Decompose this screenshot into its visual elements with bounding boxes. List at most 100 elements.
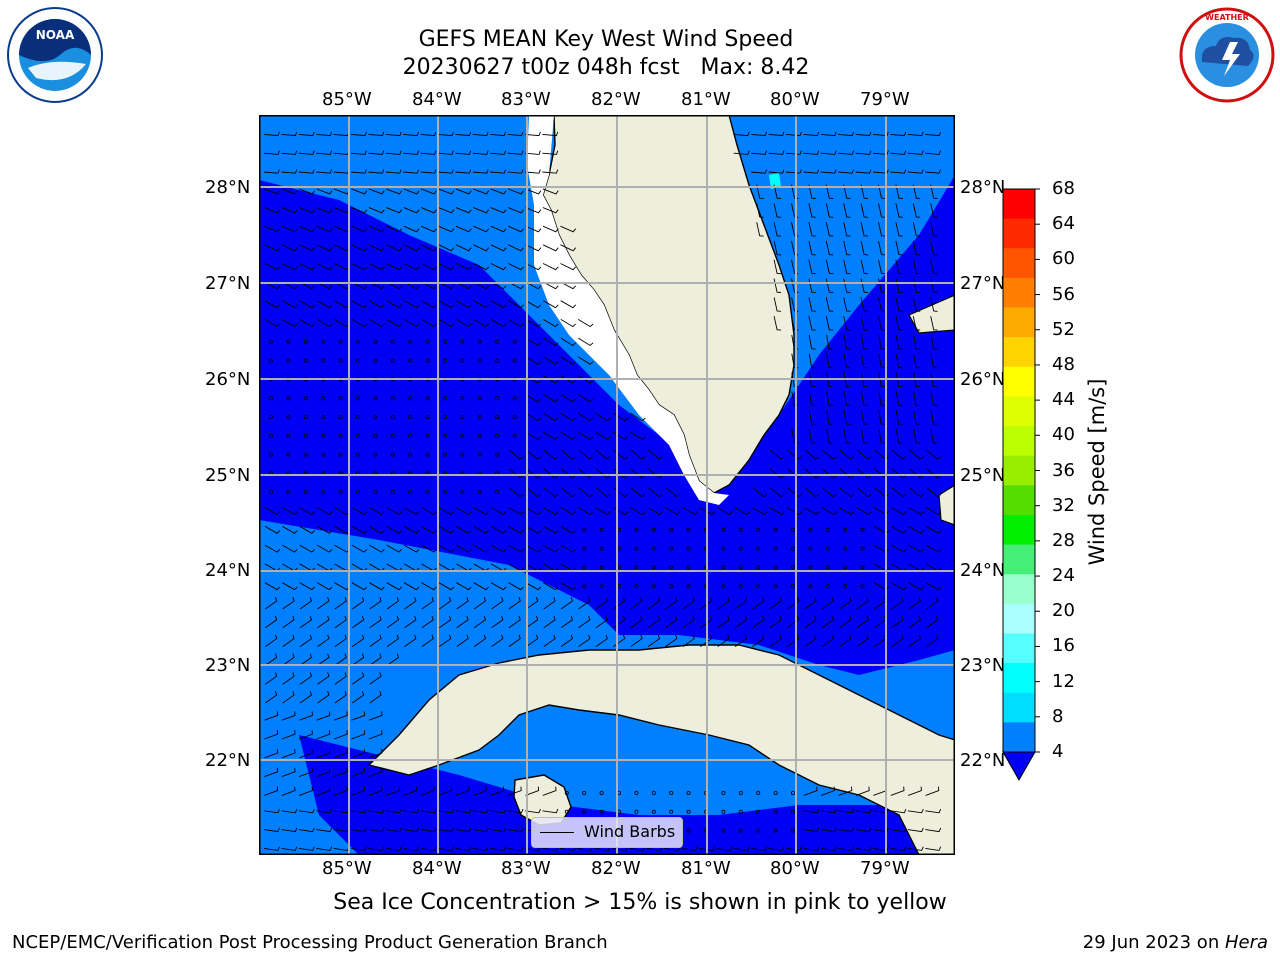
colorbar-tick-label: 4: [1052, 741, 1064, 762]
wind-barb: [925, 808, 942, 814]
wind-barb: [699, 507, 716, 516]
wind-barb: [895, 184, 903, 199]
wind-barb: [420, 131, 437, 137]
wind-barb: [825, 184, 834, 199]
wind-barb: [808, 410, 816, 425]
wind-barb: [925, 507, 942, 516]
wind-barb: [299, 507, 316, 516]
colorbar-label: Wind Speed [m/s]: [1085, 378, 1109, 566]
wind-barb: [317, 691, 330, 704]
wind-barb: [368, 808, 385, 814]
wind-barb: [281, 169, 298, 174]
wind-barb-calm: [477, 490, 482, 495]
wind-band-cyan: [769, 173, 781, 189]
wind-barb-calm: [425, 414, 430, 419]
wind-barb: [821, 507, 838, 516]
wind-barb: [791, 240, 799, 256]
wind-barb: [912, 184, 921, 199]
wind-barb: [316, 786, 331, 796]
wind-barb: [472, 150, 489, 155]
wind-barb-calm: [686, 791, 691, 796]
wind-barb: [787, 487, 802, 498]
colorbar-segment: [1003, 248, 1035, 279]
wind-barb: [281, 207, 298, 214]
wind-barb: [264, 582, 281, 591]
wind-barb-calm: [825, 527, 830, 532]
wind-barb-calm: [408, 396, 413, 401]
wind-barb: [508, 263, 524, 271]
wind-barb: [665, 615, 678, 629]
wind-barb: [299, 786, 313, 796]
wind-barb-calm: [495, 396, 500, 401]
wind-barb: [490, 244, 507, 252]
wind-barb: [403, 169, 420, 174]
wind-barb: [351, 730, 366, 740]
wind-barb: [508, 507, 524, 516]
wind-barb: [838, 169, 855, 174]
wind-barb-calm: [460, 396, 465, 401]
lon-label-top: 80°W: [770, 89, 820, 110]
wind-barb: [773, 222, 782, 237]
wind-barb: [351, 207, 368, 214]
wind-barb-calm: [303, 358, 308, 363]
wind-barb: [808, 316, 816, 331]
wind-barb: [264, 711, 279, 721]
wind-barb: [839, 468, 855, 479]
wind-barb: [820, 808, 837, 814]
wind-barb: [299, 319, 316, 328]
wind-barb-calm: [791, 546, 796, 551]
wind-barb: [386, 319, 403, 328]
wind-barb: [891, 634, 904, 647]
colorbar-extend-arrow: [1002, 751, 1036, 782]
wind-barb: [299, 653, 313, 666]
wind-barb: [930, 353, 938, 369]
wind-barb: [860, 316, 869, 331]
wind-barb: [438, 525, 455, 534]
wind-barb: [352, 653, 365, 666]
wind-barb-calm: [808, 565, 813, 570]
wind-barb: [578, 394, 594, 403]
wind-barb: [822, 468, 837, 479]
wind-barb-calm: [373, 433, 378, 438]
wind-barb: [907, 846, 924, 851]
wind-barb: [473, 188, 490, 195]
wind-barb: [282, 672, 295, 685]
wind-barb: [908, 544, 925, 553]
colorbar-tick-label: 16: [1052, 635, 1075, 657]
wind-barb: [700, 634, 713, 647]
nws-logo: WEATHER: [1179, 7, 1275, 103]
wind-barb-calm: [686, 828, 691, 833]
wind-barb: [351, 225, 368, 233]
wind-barb: [785, 131, 802, 137]
colorbar-segment: [1003, 366, 1035, 397]
lon-label-bottom: 79°W: [860, 858, 910, 879]
wind-barb: [420, 786, 435, 796]
wind-barb: [925, 786, 940, 796]
map-frame: [259, 115, 955, 855]
wind-barb: [316, 244, 333, 252]
wind-barb: [368, 748, 383, 759]
wind-barb: [351, 582, 368, 591]
wind-barb: [403, 786, 418, 796]
wind-barb: [385, 827, 402, 833]
wind-barb: [369, 507, 385, 516]
wind-barb: [351, 507, 368, 516]
wind-barb-calm: [686, 809, 691, 814]
wind-barb: [787, 597, 800, 610]
wind-barb: [316, 225, 333, 233]
wind-barb-calm: [756, 809, 761, 814]
wind-barb-calm: [756, 565, 761, 570]
colorbar-tick-label: 48: [1052, 353, 1075, 375]
wind-barb: [630, 507, 646, 516]
wind-barb: [421, 525, 437, 534]
wind-barb: [890, 846, 907, 851]
wind-barb: [351, 827, 367, 833]
wind-barb: [421, 281, 437, 290]
wind-barb-calm: [268, 433, 273, 438]
wind-barb: [472, 169, 489, 174]
wind-barb-calm: [634, 527, 639, 532]
wind-barb: [855, 131, 872, 137]
wind-barb: [507, 150, 524, 155]
wind-barb: [808, 184, 816, 199]
lat-label-left: 26°N: [205, 369, 251, 390]
